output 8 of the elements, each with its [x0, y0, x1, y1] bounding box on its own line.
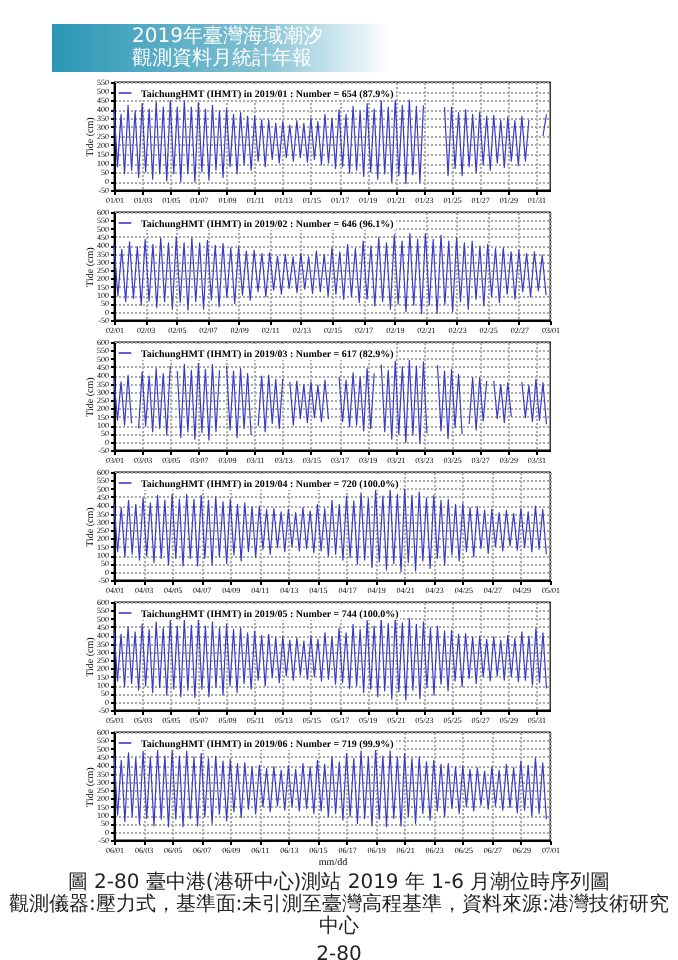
header-banner: 2019年臺灣海域潮汐 觀測資料月統計年報: [52, 24, 392, 72]
line-series: [113, 616, 548, 701]
line-series: [113, 749, 547, 828]
text: 2-80: [314, 944, 364, 960]
line-series: [113, 488, 547, 573]
caption: 圖 2-80 臺中港(港研中心)測站 2019 年 1-6 月潮位時序列圖: [67, 872, 613, 894]
line-series: [113, 233, 547, 314]
text: 觀測儀器:壓力式，基準面:未引測至臺灣高程基準，資料來源:港灣技術研究中心: [6, 894, 672, 938]
